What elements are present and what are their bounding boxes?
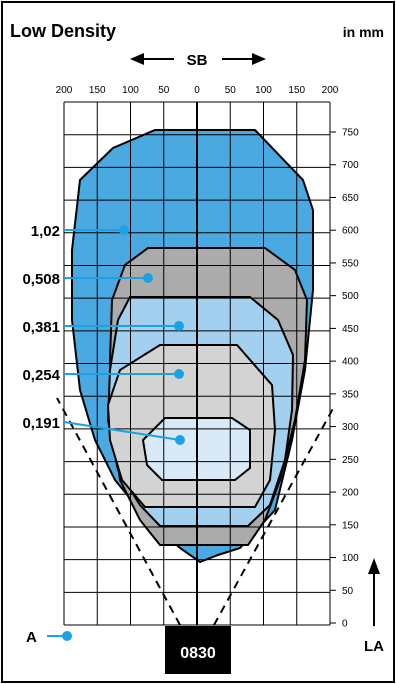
model-label: 0830 bbox=[180, 645, 216, 662]
top-tick-label: 0 bbox=[194, 85, 200, 96]
scan-boundary-left bbox=[56, 397, 181, 626]
right-tick-label: 150 bbox=[342, 520, 359, 531]
title: Low Density bbox=[10, 21, 116, 41]
right-tick-label: 400 bbox=[342, 357, 359, 368]
sb-left-arrow-icon bbox=[130, 53, 144, 65]
right-tick-label: 450 bbox=[342, 324, 359, 335]
zone-label-0.191: 0,191 bbox=[22, 415, 60, 432]
callout-0.381: 0,381 bbox=[22, 319, 184, 336]
right-tick-label: 350 bbox=[342, 389, 359, 400]
top-tick-label: 200 bbox=[322, 85, 339, 96]
zone-label-1.02: 1,02 bbox=[31, 223, 60, 240]
top-tick-label: 150 bbox=[288, 85, 305, 96]
top-tick-label: 50 bbox=[225, 85, 237, 96]
top-tick-label: 200 bbox=[56, 85, 73, 96]
callout-0.508: 0,508 bbox=[22, 271, 153, 288]
right-tick-label: 300 bbox=[342, 422, 359, 433]
top-tick-label: 100 bbox=[122, 85, 139, 96]
sb-right-arrow-icon bbox=[252, 53, 266, 65]
top-axis-ticks: 200 150 100 50 0 50 100 150 200 bbox=[56, 85, 339, 96]
zone-label-0.381: 0,381 bbox=[22, 319, 60, 336]
right-tick-label: 200 bbox=[342, 488, 359, 499]
right-tick-label: 650 bbox=[342, 193, 359, 204]
units-label: in mm bbox=[343, 24, 384, 40]
callout-1.02: 1,02 bbox=[31, 223, 129, 240]
la-label: LA bbox=[364, 638, 384, 655]
top-tick-label: 100 bbox=[255, 85, 272, 96]
right-tick-label: 0 bbox=[342, 619, 348, 630]
callout-a: A bbox=[26, 629, 72, 646]
right-tick-label: 500 bbox=[342, 291, 359, 302]
zone-label-0.508: 0,508 bbox=[22, 271, 60, 288]
sb-label: SB bbox=[187, 52, 208, 69]
callout-0.191: 0,191 bbox=[22, 415, 185, 445]
right-tick-label: 750 bbox=[342, 128, 359, 139]
right-tick-label: 250 bbox=[342, 455, 359, 466]
zone-label-0.254: 0,254 bbox=[22, 367, 60, 384]
right-tick-label: 50 bbox=[342, 586, 354, 597]
top-tick-label: 50 bbox=[158, 85, 170, 96]
right-axis-ticks: 7507006506005505004504003503002502001501… bbox=[330, 128, 359, 630]
callout-0.254: 0,254 bbox=[22, 367, 184, 384]
top-tick-label: 150 bbox=[89, 85, 106, 96]
a-label: A bbox=[26, 629, 37, 646]
la-arrow-icon bbox=[368, 558, 380, 574]
right-tick-label: 100 bbox=[342, 553, 359, 564]
right-tick-label: 550 bbox=[342, 258, 359, 269]
right-tick-label: 600 bbox=[342, 226, 359, 237]
grid bbox=[63, 101, 331, 626]
model-badge bbox=[165, 626, 231, 674]
right-tick-label: 700 bbox=[342, 160, 359, 171]
